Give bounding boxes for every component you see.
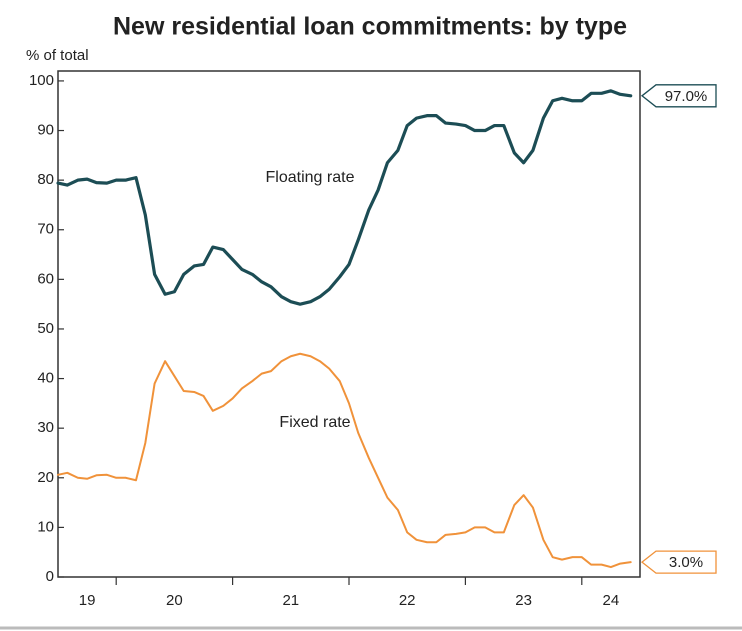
y-tick-label: 20 <box>37 469 54 486</box>
y-tick-label: 40 <box>37 370 54 387</box>
y-tick-label: 0 <box>46 568 54 585</box>
value-label: 3.0% <box>669 554 703 571</box>
y-tick-label: 80 <box>37 171 54 188</box>
y-tick-label: 10 <box>37 518 54 535</box>
y-tick-label: 70 <box>37 221 54 238</box>
y-tick-label: 100 <box>29 72 54 89</box>
x-tick-label: 21 <box>282 592 299 609</box>
callout-box <box>640 84 717 108</box>
series-line <box>57 352 632 569</box>
x-tick-label: 23 <box>515 592 532 609</box>
y-axis-label: % of total <box>26 47 89 64</box>
series-label: Fixed rate <box>279 414 350 431</box>
callout-box <box>640 550 717 574</box>
y-tick-label: 60 <box>37 270 54 287</box>
y-tick-label: 30 <box>37 419 54 436</box>
y-tick-label: 90 <box>37 121 54 138</box>
chart-title: New residential loan commitments: by typ… <box>113 13 627 41</box>
x-tick-label: 22 <box>399 592 416 609</box>
x-tick-label: 24 <box>603 592 620 609</box>
value-label: 97.0% <box>665 88 708 105</box>
series-label: Floating rate <box>266 169 355 186</box>
x-tick-label: 20 <box>166 592 183 609</box>
series-line <box>56 89 633 306</box>
y-tick-label: 50 <box>37 320 54 337</box>
x-tick-label: 19 <box>79 592 96 609</box>
